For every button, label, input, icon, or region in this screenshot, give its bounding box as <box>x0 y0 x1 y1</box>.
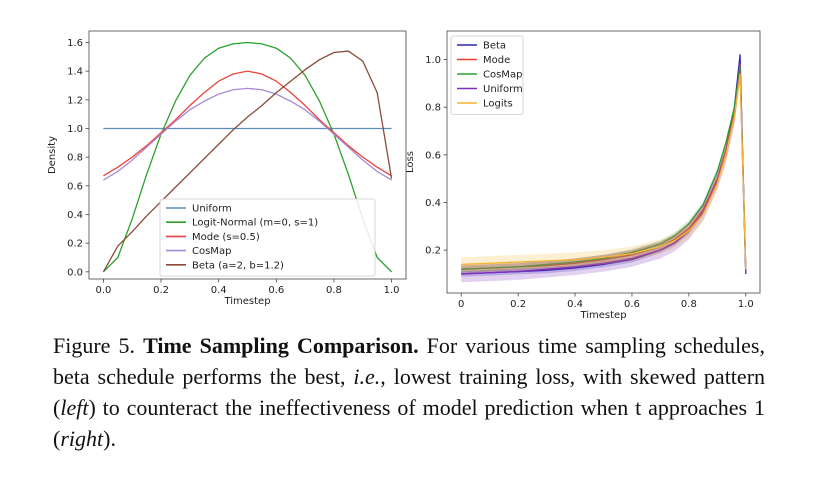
series-line-2 <box>461 66 747 270</box>
x-tick-label: 0.4 <box>211 285 227 296</box>
y-tick-label: 0.0 <box>67 267 83 278</box>
x-tick-label: 1.0 <box>738 299 754 310</box>
legend-label-4: Beta (a=2, b=1.2) <box>192 260 284 271</box>
x-tick-label: 0.0 <box>95 285 111 296</box>
caption-right: right <box>60 426 104 451</box>
x-axis-label: Timestep <box>223 296 270 307</box>
y-tick-label: 1.6 <box>67 38 83 49</box>
y-tick-label: 0.6 <box>425 150 441 161</box>
x-tick-label: 0.2 <box>153 285 169 296</box>
x-tick-label: 0.8 <box>681 299 697 310</box>
caption-left: left <box>60 395 89 420</box>
loss-chart: 0 0.2 0.4 0.6 0.8 1.0 0.2 0.4 0.6 0.8 1.0 Timestep L… <box>405 30 761 320</box>
series-line-4 <box>102 50 393 273</box>
y-tick-label: 0.4 <box>425 198 441 209</box>
legend-label-1: Mode <box>483 55 510 66</box>
x-tick-label: 0.2 <box>510 299 526 310</box>
caption-body-2: , lowest training loss, with skewed patt… <box>53 364 766 420</box>
y-tick-label: 0.4 <box>67 210 83 221</box>
caption-prefix: Figure 5. <box>53 333 136 358</box>
caption-title: Time Sampling Comparison. <box>143 333 419 358</box>
figure-caption: Figure 5. Time Sampling Comparison. For … <box>53 330 765 454</box>
density-chart: 0.0 0.2 0.4 0.6 0.8 1.0 0.0 0.2 0.4 0.6 0.8 1.0 1.2 1… <box>47 30 407 307</box>
x-tick-label: 0.4 <box>567 299 583 310</box>
legend: Beta Mode CosMap Uniform Logits <box>450 35 524 115</box>
y-tick-label: 0.6 <box>67 181 83 192</box>
x-tick-label: 0 <box>458 299 464 310</box>
y-axis-label: Density <box>47 136 58 174</box>
y-tick-label: 1.4 <box>67 67 83 78</box>
series-line-3 <box>103 87 392 181</box>
x-tick-label: 0.6 <box>268 285 284 296</box>
y-tick-label: 0.8 <box>425 103 441 114</box>
series-line-1 <box>102 41 393 273</box>
legend-label-4: Logits <box>483 99 513 110</box>
legend-label-0: Beta <box>483 41 506 52</box>
plot-frame <box>88 30 407 280</box>
legend-label-3: CosMap <box>192 246 231 257</box>
legend-box <box>450 35 524 115</box>
caption-body-4: ). <box>103 426 116 451</box>
series-group <box>461 51 747 283</box>
caption-body-3: ) to counteract the ineffectiveness of m… <box>53 395 765 451</box>
y-tick-label: 0.8 <box>67 153 83 164</box>
legend-label-3: Uniform <box>483 84 523 95</box>
series-line-4 <box>461 73 747 270</box>
legend-label-2: Mode (s=0.5) <box>192 232 260 243</box>
series-line-2 <box>103 70 392 177</box>
legend-label-2: CosMap <box>483 70 522 81</box>
plot-frame <box>446 30 761 294</box>
legend-label-1: Logit-Normal (m=0, s=1) <box>192 218 318 229</box>
x-tick-label: 1.0 <box>384 285 400 296</box>
x-tick-label: 0.6 <box>624 299 640 310</box>
y-tick-label: 0.2 <box>425 246 441 257</box>
legend-label-0: Uniform <box>192 204 232 215</box>
caption-ie: i.e. <box>353 364 381 389</box>
y-axis-label: Loss <box>405 151 416 173</box>
y-tick-label: 0.2 <box>67 239 83 250</box>
caption-body-1: For various time sampling schedules, bet… <box>53 333 765 389</box>
x-tick-label: 0.8 <box>326 285 342 296</box>
x-axis-label: Timestep <box>579 310 626 320</box>
y-tick-label: 1.2 <box>67 95 83 106</box>
legend-box <box>159 198 376 277</box>
y-tick-label: 1.0 <box>425 55 441 66</box>
legend: Uniform Logit-Normal (m=0, s=1) Mode (s=0.… <box>159 198 376 277</box>
series-group <box>102 41 393 273</box>
y-tick-label: 1.0 <box>67 124 83 135</box>
figure-area: 0.0 0.2 0.4 0.6 0.8 1.0 0.0 0.2 0.4 0.6 0.8 1.0 1.2 1… <box>47 30 761 320</box>
